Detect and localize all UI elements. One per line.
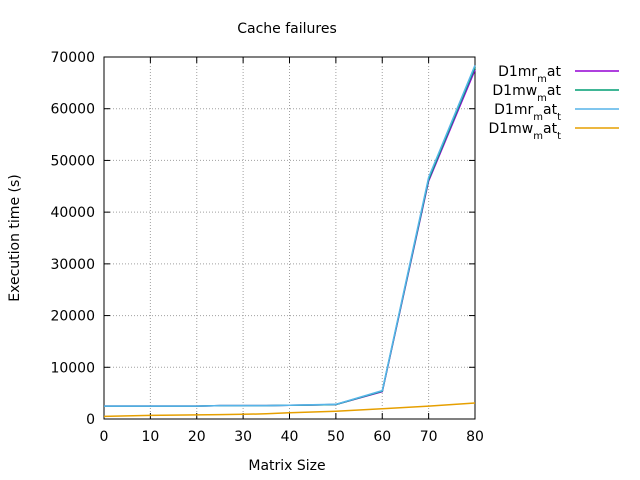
x-tick-label: 80 [466, 429, 484, 445]
legend-label: D1mwmat [492, 83, 561, 104]
x-tick-label: 20 [188, 429, 206, 445]
y-tick-label: 0 [86, 412, 95, 428]
series-lines [103, 65, 476, 418]
axis-ticks: 0 10 20 30 40 50 60 70 80 0 10000 20000 30000 40000 50… [50, 50, 483, 445]
series-line-d1mw-mat-t [103, 402, 476, 418]
y-tick-label: 20000 [50, 309, 95, 325]
y-tick-label: 70000 [50, 50, 95, 66]
y-tick-label: 30000 [50, 257, 95, 273]
y-tick-label: 40000 [50, 205, 95, 221]
legend-label: D1mrmat [498, 64, 561, 85]
grid [104, 57, 475, 419]
x-axis-title: Matrix Size [248, 458, 325, 474]
x-tick-label: 50 [327, 429, 345, 445]
series-line-d1mr-mat-t [104, 65, 476, 407]
x-tick-label: 40 [281, 429, 299, 445]
chart-title: Cache failures [237, 21, 337, 37]
legend-label: D1mrmatt [494, 102, 561, 123]
legend-label: D1mwmatt [488, 121, 561, 142]
x-tick-label: 60 [373, 429, 391, 445]
x-tick-label: 10 [141, 429, 159, 445]
series-line-d1mw-mat [104, 67, 476, 407]
y-tick-label: 10000 [50, 360, 95, 376]
x-tick-label: 0 [100, 429, 109, 445]
y-tick-label: 50000 [50, 153, 95, 169]
y-axis-title: Execution time (s) [7, 174, 23, 301]
y-tick-label: 60000 [50, 102, 95, 118]
x-tick-label: 70 [420, 429, 438, 445]
x-tick-label: 30 [234, 429, 252, 445]
